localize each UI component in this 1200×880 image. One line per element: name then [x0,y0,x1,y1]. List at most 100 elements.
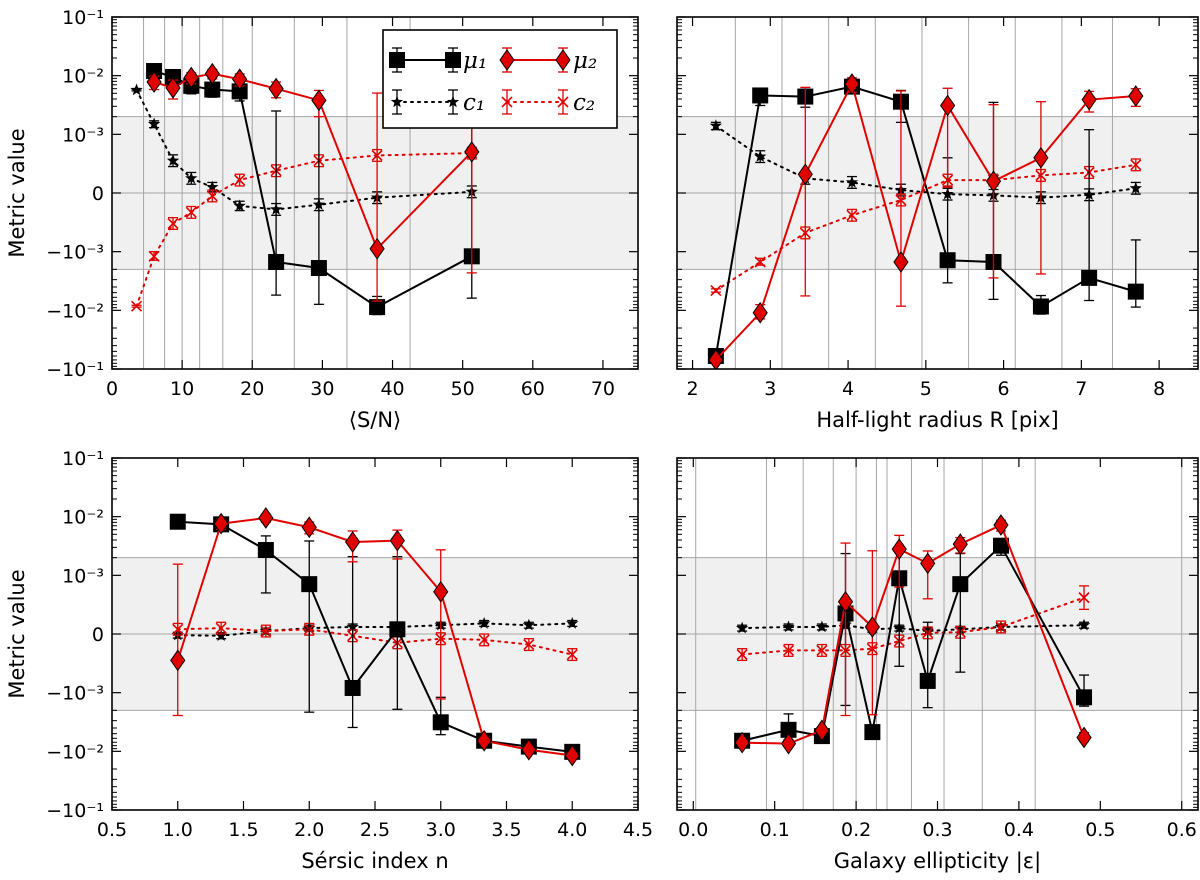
data-point-mu2 [864,616,880,638]
data-point-mu2 [165,76,181,99]
y-tick-label: −10⁻³ [46,242,104,264]
x-tick-label: 2.5 [360,819,390,841]
data-point-mu2 [920,552,936,575]
legend-label-mu2: μ₂ [573,48,597,74]
data-point-c1 [147,117,161,130]
data-point-mu2 [564,744,580,767]
series-line-c1 [714,124,1137,199]
x-axis-label: Sérsic index n [301,849,448,873]
data-point-mu2 [345,531,361,553]
data-point-c2 [167,217,179,230]
panel-ellipticity: 0.0 0.1 0.2 0.3 0.4 0.5 0.6 Galaxy ellipticity … [676,457,1199,874]
data-point-mu1 [1127,283,1144,300]
data-point-c2 [1078,592,1090,604]
y-tick-label: 10⁻³ [62,124,104,146]
data-point-mu2 [1076,726,1092,749]
data-point-mu2 [797,163,813,186]
x-tick-label: 0.4 [1004,819,1034,841]
x-tick-label: 0.5 [97,819,127,841]
data-point-mu1 [1081,269,1098,286]
legend-label-mu1: μ₁ [463,48,487,74]
data-point-c2 [130,300,143,312]
legend-label-c2: c₂ [573,90,595,116]
legend-marker-c1 [446,95,460,108]
x-tick-label: 8 [1153,378,1165,400]
series-line-c2 [741,596,1086,656]
y-tick-label: −10⁻¹ [46,800,104,822]
data-point-mu1 [864,724,881,741]
data-point-c1 [815,620,829,633]
x-tick-label: 30 [310,378,334,400]
x-axis-label: Half-light radius R [pix] [816,408,1058,432]
legend-marker-mu2 [555,49,571,71]
panel-sn: 10⁻¹10⁻²10⁻³0−10⁻³−10⁻²−10⁻¹0 10 20 30 40 50 6… [5,7,639,432]
data-point-mu1 [268,253,285,270]
panel-radius: 2 3 4 5 6 7 8 Half-light radius R [pix] [676,16,1199,432]
x-tick-label: 60 [521,378,545,400]
data-point-mu2 [476,729,492,752]
data-point-mu2 [232,68,248,91]
data-point-mu2 [891,538,907,560]
y-tick-label: 10⁻² [62,66,104,88]
data-point-mu2 [780,732,797,755]
data-point-mu1 [369,299,386,316]
legend-marker-c2 [557,96,569,108]
data-point-mu2 [1081,88,1097,111]
legend-box [382,29,618,129]
legend-marker-c1 [390,95,404,108]
series-line-c2 [135,152,473,308]
x-tick-label: 10 [170,378,194,400]
data-point-mu2 [389,529,405,552]
data-point-mu1 [310,260,327,277]
data-point-c1 [206,180,219,193]
data-point-mu1 [169,513,186,530]
data-point-mu1 [257,542,274,559]
x-tick-label: 3.5 [491,819,521,841]
x-tick-label: 1.5 [228,819,258,841]
data-point-c1 [754,150,767,162]
y-axis-label: Metric value [5,128,29,257]
data-point-c2 [846,209,858,221]
x-tick-label: 2.0 [294,819,324,841]
x-tick-label: 7 [1075,378,1087,400]
y-tick-label: −10⁻¹ [46,359,104,381]
data-point-c1 [130,83,143,96]
data-point-c1 [709,119,723,132]
data-point-mu2 [837,590,854,613]
data-point-c2 [215,622,227,634]
data-point-mu2 [311,89,327,112]
y-axis-label: Metric value [5,569,29,698]
data-point-mu2 [258,507,274,529]
x-tick-label: 0 [106,378,118,400]
data-point-mu2 [952,533,968,556]
data-point-c1 [1077,618,1091,631]
series-line-mu1 [177,520,573,753]
data-point-mu2 [993,514,1009,536]
data-point-mu1 [344,679,361,696]
data-point-mu1 [939,252,956,269]
data-point-c2 [185,206,197,218]
series-line-c2 [714,163,1137,292]
data-point-mu1 [1032,298,1049,315]
x-tick-label: 3 [764,378,776,400]
series-line-mu2 [176,516,573,757]
data-point-mu2 [734,731,750,754]
data-point-mu2 [814,719,830,742]
data-point-c2 [782,644,795,656]
data-point-c1 [1129,181,1142,194]
y-tick-label: −10⁻³ [46,683,104,705]
data-point-c2 [523,638,535,651]
y-tick-label: −10⁻² [46,741,104,763]
data-point-c1 [782,620,795,633]
data-point-c1 [735,621,749,634]
data-point-c2 [206,190,218,202]
x-tick-label: 3.0 [426,819,456,841]
data-point-mu2 [170,649,186,672]
x-tick-label: 6 [998,378,1010,400]
y-tick-label: 0 [92,183,104,205]
data-point-mu1 [919,672,936,689]
y-tick-label: 10⁻¹ [62,448,104,470]
x-tick-label: 20 [240,378,264,400]
data-point-mu1 [1076,689,1093,706]
